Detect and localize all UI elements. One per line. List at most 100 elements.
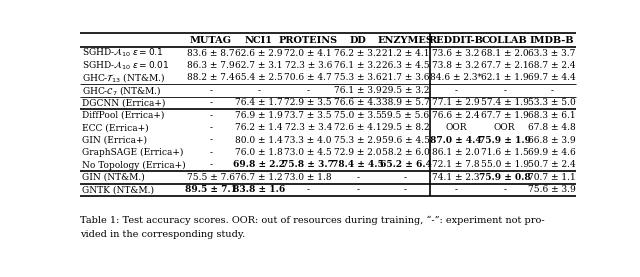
- Text: 86.3 ± 7.9: 86.3 ± 7.9: [187, 61, 235, 70]
- Text: 67.8 ± 4.8: 67.8 ± 4.8: [528, 123, 576, 132]
- Text: -: -: [356, 185, 359, 194]
- Text: 75.5 ± 7.6: 75.5 ± 7.6: [187, 173, 235, 182]
- Text: 76.7 ± 1.2: 76.7 ± 1.2: [235, 173, 283, 182]
- Text: 68.1 ± 2.0: 68.1 ± 2.0: [481, 49, 529, 58]
- Text: -: -: [209, 111, 212, 120]
- Text: DGCNN (Errica+): DGCNN (Errica+): [83, 98, 166, 107]
- Text: 75.8 ± 3.7: 75.8 ± 3.7: [282, 160, 334, 170]
- Text: 65.2 ± 6.4: 65.2 ± 6.4: [380, 160, 431, 170]
- Text: 59.6 ± 4.5: 59.6 ± 4.5: [381, 136, 429, 145]
- Text: 72.9 ± 2.0: 72.9 ± 2.0: [334, 148, 381, 157]
- Text: 73.3 ± 4.0: 73.3 ± 4.0: [285, 136, 332, 145]
- Text: 69.9 ± 4.6: 69.9 ± 4.6: [528, 148, 576, 157]
- Text: IMDB-B: IMDB-B: [530, 35, 574, 45]
- Text: GIN (NT&M.): GIN (NT&M.): [83, 173, 145, 182]
- Text: 59.5 ± 5.6: 59.5 ± 5.6: [381, 111, 429, 120]
- Text: SGHD-$\mathcal{A}_{10}$ $\varepsilon = 0.01$: SGHD-$\mathcal{A}_{10}$ $\varepsilon = 0…: [83, 59, 170, 72]
- Text: SGHD-$\mathcal{A}_{10}$ $\varepsilon = 0.1$: SGHD-$\mathcal{A}_{10}$ $\varepsilon = 0…: [83, 47, 164, 59]
- Text: 80.0 ± 1.4: 80.0 ± 1.4: [235, 136, 283, 145]
- Text: 73.8 ± 3.2: 73.8 ± 3.2: [433, 61, 480, 70]
- Text: 76.0 ± 1.8: 76.0 ± 1.8: [235, 148, 283, 157]
- Text: -: -: [404, 173, 407, 182]
- Text: 65.4 ± 2.5: 65.4 ± 2.5: [235, 73, 283, 83]
- Text: 78.4 ± 4.5: 78.4 ± 4.5: [332, 160, 383, 170]
- Text: -: -: [209, 98, 212, 107]
- Text: 76.4 ± 1.7: 76.4 ± 1.7: [235, 98, 283, 107]
- Text: 69.8 ± 2.2: 69.8 ± 2.2: [233, 160, 285, 170]
- Text: 62.7 ± 3.1: 62.7 ± 3.1: [235, 61, 283, 70]
- Text: 83.8 ± 1.6: 83.8 ± 1.6: [233, 185, 285, 194]
- Text: 75.3 ± 2.9: 75.3 ± 2.9: [334, 136, 381, 145]
- Text: 29.5 ± 3.2: 29.5 ± 3.2: [382, 86, 429, 95]
- Text: 21.7 ± 3.6: 21.7 ± 3.6: [382, 73, 429, 83]
- Text: 57.4 ± 1.9: 57.4 ± 1.9: [481, 98, 529, 107]
- Text: 75.9 ± 0.8: 75.9 ± 0.8: [479, 173, 531, 182]
- Text: DD: DD: [349, 35, 366, 45]
- Text: 71.6 ± 1.5: 71.6 ± 1.5: [481, 148, 529, 157]
- Text: 72.6 ± 4.1: 72.6 ± 4.1: [334, 123, 381, 132]
- Text: 26.3 ± 4.5: 26.3 ± 4.5: [381, 61, 429, 70]
- Text: -: -: [257, 86, 260, 95]
- Text: ENZYMES: ENZYMES: [378, 35, 433, 45]
- Text: -: -: [307, 185, 310, 194]
- Text: GIN (Errica+): GIN (Errica+): [83, 136, 147, 145]
- Text: -: -: [503, 185, 506, 194]
- Text: -: -: [550, 86, 554, 95]
- Text: 21.2 ± 4.1: 21.2 ± 4.1: [382, 49, 429, 58]
- Text: 67.7 ± 1.9: 67.7 ± 1.9: [481, 111, 529, 120]
- Text: ECC (Errica+): ECC (Errica+): [83, 123, 149, 132]
- Text: 72.1 ± 7.8: 72.1 ± 7.8: [432, 160, 480, 170]
- Text: 74.1 ± 2.3: 74.1 ± 2.3: [432, 173, 480, 182]
- Text: DiffPool (Errica+): DiffPool (Errica+): [83, 111, 165, 120]
- Text: 76.6 ± 4.3: 76.6 ± 4.3: [334, 98, 381, 107]
- Text: 62.6 ± 2.9: 62.6 ± 2.9: [235, 49, 283, 58]
- Text: -: -: [404, 185, 407, 194]
- Text: -: -: [209, 160, 212, 170]
- Text: 53.3 ± 5.0: 53.3 ± 5.0: [528, 98, 576, 107]
- Text: 87.0 ± 4.4: 87.0 ± 4.4: [430, 136, 482, 145]
- Text: -: -: [454, 185, 458, 194]
- Text: -: -: [454, 86, 458, 95]
- Text: 73.0 ± 1.8: 73.0 ± 1.8: [284, 173, 332, 182]
- Text: 58.2 ± 6.0: 58.2 ± 6.0: [381, 148, 429, 157]
- Text: 83.6 ± 8.7: 83.6 ± 8.7: [187, 49, 235, 58]
- Text: -: -: [503, 86, 506, 95]
- Text: Table 1: Test accuracy scores. OOR: out of resources during training, “-”: exper: Table 1: Test accuracy scores. OOR: out …: [80, 216, 545, 225]
- Text: -: -: [209, 123, 212, 132]
- Text: No Topology (Errica+): No Topology (Errica+): [83, 160, 186, 170]
- Text: 72.3 ± 3.4: 72.3 ± 3.4: [285, 123, 332, 132]
- Text: 88.2 ± 7.4: 88.2 ± 7.4: [187, 73, 235, 83]
- Text: GHC-$\mathcal{C}_{7}$ (NT&M.): GHC-$\mathcal{C}_{7}$ (NT&M.): [83, 84, 162, 97]
- Text: GHC-$\mathcal{T}_{13}$ (NT&M.): GHC-$\mathcal{T}_{13}$ (NT&M.): [83, 71, 166, 84]
- Text: 76.2 ± 1.4: 76.2 ± 1.4: [235, 123, 283, 132]
- Text: 76.1 ± 3.2: 76.1 ± 3.2: [334, 61, 381, 70]
- Text: 75.3 ± 3.6: 75.3 ± 3.6: [334, 73, 381, 83]
- Text: 76.9 ± 1.9: 76.9 ± 1.9: [235, 111, 283, 120]
- Text: 73.7 ± 3.5: 73.7 ± 3.5: [284, 111, 332, 120]
- Text: -: -: [356, 173, 359, 182]
- Text: 66.8 ± 3.9: 66.8 ± 3.9: [528, 136, 575, 145]
- Text: 69.7 ± 4.4: 69.7 ± 4.4: [528, 73, 576, 83]
- Text: 89.5 ± 7.1: 89.5 ± 7.1: [185, 185, 237, 194]
- Text: MUTAG: MUTAG: [190, 35, 232, 45]
- Text: PROTEINS: PROTEINS: [278, 35, 338, 45]
- Text: NCI1: NCI1: [245, 35, 273, 45]
- Text: 29.5 ± 8.2: 29.5 ± 8.2: [381, 123, 429, 132]
- Text: 70.6 ± 4.7: 70.6 ± 4.7: [284, 73, 332, 83]
- Text: 50.7 ± 2.4: 50.7 ± 2.4: [528, 160, 576, 170]
- Text: 63.3 ± 3.7: 63.3 ± 3.7: [528, 49, 575, 58]
- Text: REDDIT-B: REDDIT-B: [429, 35, 483, 45]
- Text: OOR: OOR: [494, 123, 515, 132]
- Text: 76.1 ± 3.9: 76.1 ± 3.9: [334, 86, 381, 95]
- Text: 55.0 ± 1.9: 55.0 ± 1.9: [481, 160, 529, 170]
- Text: -: -: [209, 148, 212, 157]
- Text: 68.7 ± 2.4: 68.7 ± 2.4: [528, 61, 575, 70]
- Text: 67.7 ± 2.1: 67.7 ± 2.1: [481, 61, 529, 70]
- Text: 38.9 ± 5.7: 38.9 ± 5.7: [381, 98, 429, 107]
- Text: GNTK (NT&M.): GNTK (NT&M.): [83, 185, 154, 194]
- Text: 72.9 ± 3.5: 72.9 ± 3.5: [284, 98, 332, 107]
- Text: -: -: [307, 86, 310, 95]
- Text: GraphSAGE (Errica+): GraphSAGE (Errica+): [83, 148, 184, 157]
- Text: 77.1 ± 2.9: 77.1 ± 2.9: [432, 98, 480, 107]
- Text: 76.6 ± 2.4: 76.6 ± 2.4: [432, 111, 480, 120]
